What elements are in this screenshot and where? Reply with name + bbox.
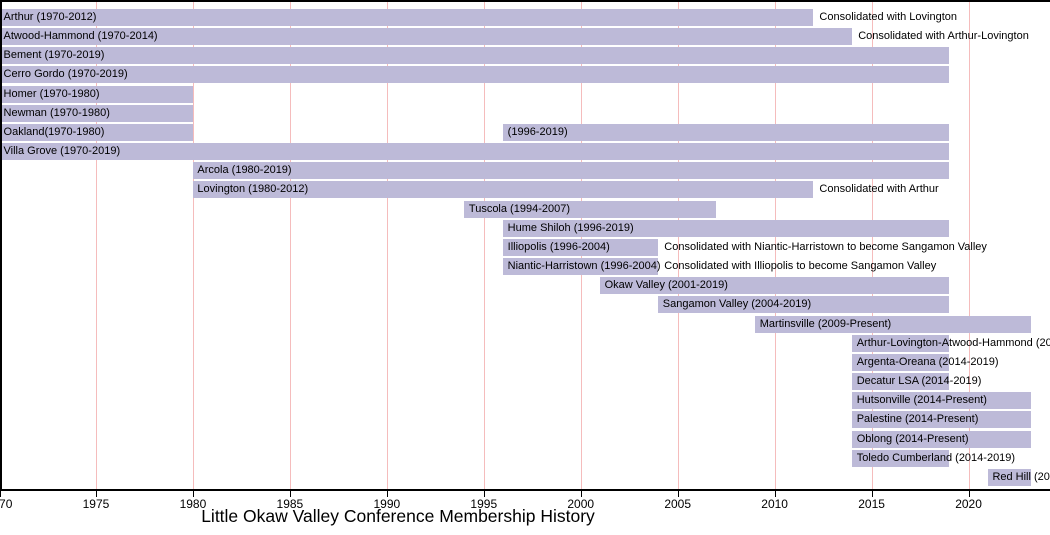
axis-tick-label: 1975 [82,497,110,511]
bar-label: Red Hill (2021-Present) [992,470,1050,483]
bar-label: Arthur-Lovington-Atwood-Hammond (2014-20… [856,336,1050,349]
axis-tick [289,491,291,497]
timeline-bar [987,468,1031,486]
axis-tick [677,491,679,497]
bar-label: Argenta-Oreana (2014-2019) [856,355,999,368]
plot-left-border [0,0,2,490]
axis-tick [871,491,873,497]
bar-label: Niantic-Harristown (1996-2004) [507,260,661,273]
axis-tick-label: 2005 [664,497,692,511]
bar-label: Arcola (1980-2019) [197,164,292,177]
axis-tick-label: 2000 [567,497,595,511]
timeline-bar [0,104,193,122]
bar-label: Bement (1970-2019) [3,49,105,62]
gridline [95,2,97,489]
consolidation-note: Consolidated with Arthur [819,183,939,196]
timeline-bar [852,334,950,352]
axis-tick [968,491,970,497]
axis-tick [483,491,485,497]
timeline-bar [0,85,193,103]
axis-tick [0,491,1,497]
axis-tick-label: 1995 [470,497,498,511]
chart-title: Little Okaw Valley Conference Membership… [201,506,595,526]
bar-label: Illiopolis (1996-2004) [507,240,610,253]
timeline-bar [852,392,1031,410]
bar-label: Atwood-Hammond (1970-2014) [3,30,158,43]
bar-label: Homer (1970-1980) [3,87,100,100]
axis-tick [192,491,194,497]
timeline-bar [0,9,814,26]
axis-tick-label: 2010 [761,497,788,511]
timeline-bar [852,411,1031,429]
timeline-bar [192,181,814,199]
timeline-bar [0,28,853,46]
consolidation-note: Consolidated with Niantic-Harristown to … [664,240,987,253]
bar-label: Lovington (1980-2012) [197,183,309,196]
bar-label: Okaw Valley (2001-2019) [604,279,728,292]
bar-label: Villa Grove (1970-2019) [3,145,121,158]
bar-label: Hutsonville (2014-Present) [856,394,987,407]
consolidation-note: Consolidated with Illiopolis to become S… [664,260,937,273]
axis-tick-label: 1990 [373,497,401,511]
timeline-bar [0,66,950,84]
timeline-bar [503,238,659,256]
plot-area: Arthur (1970-2012) Consolidated with Lovi… [0,0,1050,490]
timeline-bar [600,277,950,295]
gridline [677,2,679,489]
bar-label: Cerro Gordo (1970-2019) [3,68,128,81]
axis-tick-label: 1985 [276,497,304,511]
timeline-bar [755,315,1031,333]
bar-label: Decatur LSA (2014-2019) [856,375,982,388]
gridline [483,2,485,489]
bar-label: Tuscola (1994-2007) [468,202,570,215]
bar-label: Toledo Cumberland (2014-2019) [856,451,1016,464]
gridline [289,2,291,489]
timeline-bar [503,258,659,276]
axis-tick [95,491,97,497]
gridline [871,2,873,489]
timeline-bar [852,430,1031,448]
bar-label: Oblong (2014-Present) [856,432,969,445]
bar-label: Arthur (1970-2012) [3,11,97,23]
bar-label: (1996-2019) [507,125,568,138]
timeline-bar [503,219,950,237]
consolidation-note: Consolidated with Arthur-Lovington [858,30,1029,43]
axis-tick [774,491,776,497]
bar-label: Oakland(1970-1980) [3,125,105,138]
axis-tick-label: 2015 [858,497,885,511]
axis-tick-label: 1970 [0,497,13,511]
gridline [386,2,388,489]
timeline-bar [192,162,950,180]
gridline [968,2,970,489]
timeline-bar [0,47,950,65]
bar-label: Martinsville (2009-Present) [759,317,892,330]
timeline-bar [852,373,950,391]
bar-label: Newman (1970-1980) [3,106,110,119]
axis-tick [580,491,582,497]
timeline-bar [0,143,950,161]
timeline-bar [503,123,950,141]
timeline-bar [852,353,950,371]
consolidation-note: Consolidated with Lovington [819,11,958,23]
timeline-bar [658,296,950,314]
axis-tick [386,491,388,497]
timeline-bar [852,449,950,467]
timeline-bar [464,200,717,218]
bar-label: Palestine (2014-Present) [856,413,979,426]
axis-tick-label: 1980 [179,497,207,511]
gridline [774,2,776,489]
axis-tick-label: 2020 [955,497,982,511]
bar-label: Hume Shiloh (1996-2019) [507,221,634,234]
timeline-bar [0,123,193,141]
plot-top-border [0,0,1050,2]
bar-label: Sangamon Valley (2004-2019) [662,298,812,311]
gridline [192,2,194,489]
x-axis-line [0,489,1050,491]
